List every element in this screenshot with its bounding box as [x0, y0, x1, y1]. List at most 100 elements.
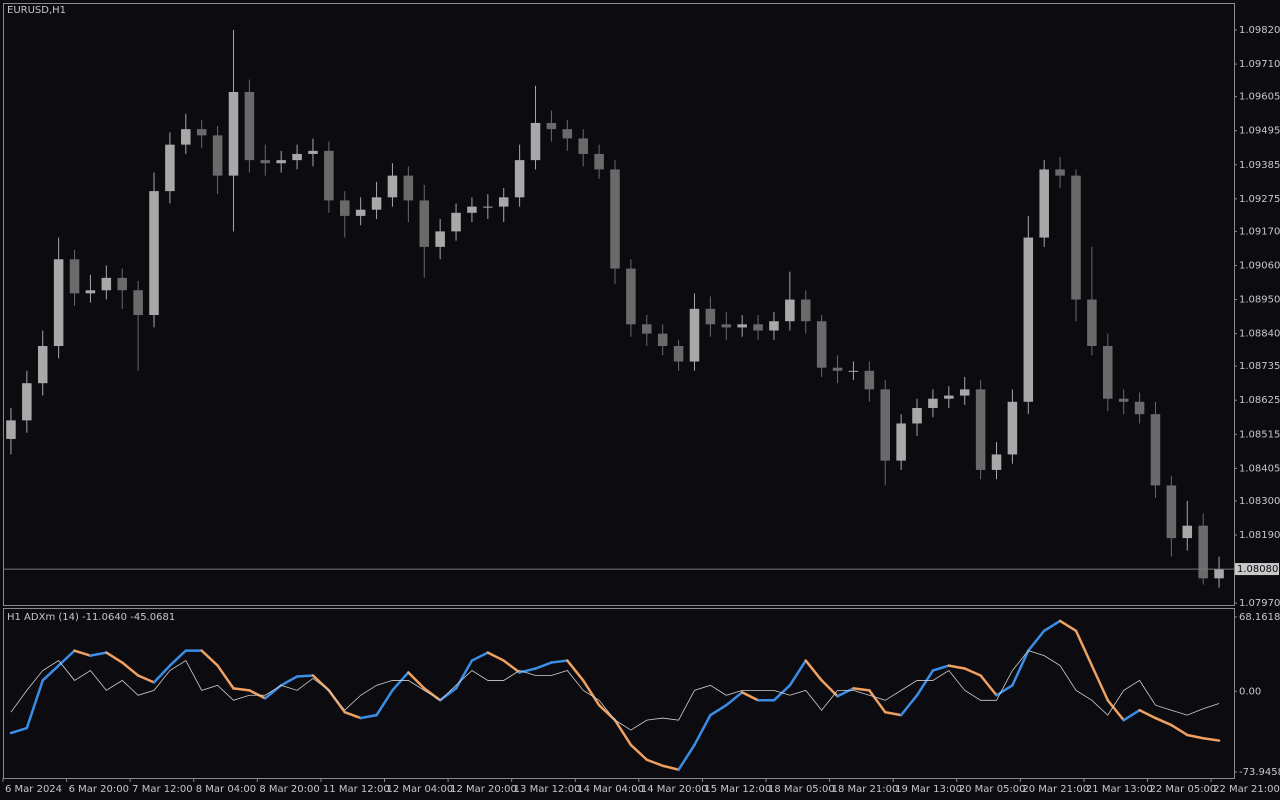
- candle-body: [848, 370, 859, 372]
- adx-segment: [1058, 619, 1078, 633]
- candle-body: [467, 206, 477, 213]
- adx-segment: [677, 743, 696, 771]
- x-tick-label: 6 Mar 20:00: [69, 784, 129, 795]
- adx-segment: [979, 674, 998, 697]
- candle-body: [451, 212, 461, 232]
- candle-body: [228, 91, 239, 176]
- adx-segment: [1106, 699, 1125, 722]
- adx-segment: [57, 649, 76, 667]
- adx-segment: [963, 667, 982, 677]
- x-tick-label: 20 Mar 21:00: [1022, 784, 1089, 795]
- y-tick-label: 0.00: [1239, 686, 1261, 697]
- adx-segment: [89, 651, 108, 657]
- x-tick-label: 8 Mar 20:00: [259, 784, 319, 795]
- adx-segment: [566, 659, 585, 682]
- adx-segment: [454, 659, 474, 690]
- candle-body: [1118, 398, 1129, 402]
- candle-body: [959, 389, 970, 396]
- candle-body: [626, 268, 636, 325]
- candle-body: [244, 91, 255, 161]
- x-tick-label: 20 Mar 05:00: [959, 784, 1026, 795]
- x-tick-label: 15 Mar 12:00: [704, 784, 771, 795]
- adx-segment: [1201, 737, 1221, 742]
- candle-body: [610, 169, 620, 269]
- x-tick-label: 11 Mar 12:00: [323, 784, 390, 795]
- adx-segment: [375, 689, 394, 717]
- y-tick-label: 1.08515: [1239, 429, 1280, 440]
- adx-segment: [1170, 723, 1189, 737]
- x-tick-label: 21 Mar 13:00: [1086, 784, 1153, 795]
- adx-segment: [1042, 619, 1062, 633]
- y-tick-label: 1.09170: [1239, 226, 1280, 237]
- adx-segment: [915, 669, 935, 697]
- adx-segment: [518, 667, 537, 674]
- y-tick-label: 1.09385: [1239, 160, 1280, 171]
- candle-body: [673, 346, 684, 362]
- candle-body: [689, 308, 700, 362]
- adx-segment: [1090, 664, 1110, 702]
- y-tick-label: 1.08190: [1239, 530, 1280, 541]
- candle-body: [149, 191, 159, 316]
- y-tick-label: 1.08300: [1239, 496, 1280, 507]
- candle-body: [1007, 401, 1018, 455]
- candle-body: [133, 290, 143, 316]
- candle-body: [276, 160, 286, 164]
- candle-body: [85, 290, 96, 294]
- indicator-panel: [3, 608, 1235, 779]
- candle-body: [419, 200, 430, 247]
- candle-body: [1071, 175, 1081, 300]
- adx-segment: [613, 718, 633, 747]
- adx-segment: [120, 661, 140, 677]
- adx-segment: [661, 764, 680, 771]
- y-tick-label: 1.07970: [1239, 598, 1280, 609]
- candle-body: [578, 138, 588, 154]
- candle-body: [435, 231, 445, 247]
- adx-segment: [295, 674, 315, 678]
- candle-body: [975, 389, 986, 470]
- candle-body: [53, 259, 64, 347]
- candle-body: [339, 200, 350, 216]
- candle-body: [530, 122, 541, 161]
- candle-body: [1039, 169, 1049, 238]
- adx-segment: [883, 710, 903, 717]
- adx-segment: [168, 649, 188, 667]
- adx-segment: [645, 758, 664, 768]
- y-tick-label: 1.08625: [1239, 395, 1280, 406]
- candle-body: [483, 206, 493, 208]
- candle-body: [785, 299, 795, 322]
- adx-segment: [788, 659, 808, 687]
- adx-segment: [279, 675, 299, 687]
- adx-segment: [947, 664, 966, 670]
- y-tick-label: 1.09820: [1239, 25, 1280, 36]
- candle-body: [912, 407, 922, 424]
- candle-body: [371, 197, 382, 210]
- adx-segment: [1011, 649, 1030, 687]
- candle-body: [769, 321, 779, 331]
- candle-body: [642, 324, 652, 334]
- candle-body: [594, 153, 604, 170]
- candle-body: [1103, 346, 1113, 399]
- candle-body: [753, 324, 763, 331]
- adx-segment: [534, 661, 553, 670]
- adx-segment: [486, 651, 505, 662]
- adx-segment: [836, 687, 855, 698]
- adx-segment: [868, 689, 887, 714]
- y-tick-label: -73.9458: [1239, 767, 1280, 778]
- adx-segment: [105, 651, 124, 664]
- adx-segment: [359, 713, 378, 720]
- y-tick-label: 1.09495: [1239, 126, 1280, 137]
- adx-segment: [629, 743, 649, 762]
- x-tick-label: 18 Mar 05:00: [768, 784, 835, 795]
- candle-body: [196, 129, 207, 136]
- y-tick-label: 1.08840: [1239, 329, 1280, 340]
- adx-segment: [725, 691, 744, 707]
- x-tick-label: 7 Mar 12:00: [132, 784, 192, 795]
- candle-body: [403, 175, 414, 201]
- candle-body: [1087, 299, 1097, 347]
- adx-segment: [1186, 733, 1205, 740]
- candle-body: [562, 129, 573, 139]
- adx-segment: [470, 651, 490, 662]
- adx-segment: [25, 679, 44, 730]
- y-tick-label: 68.1618: [1239, 612, 1280, 623]
